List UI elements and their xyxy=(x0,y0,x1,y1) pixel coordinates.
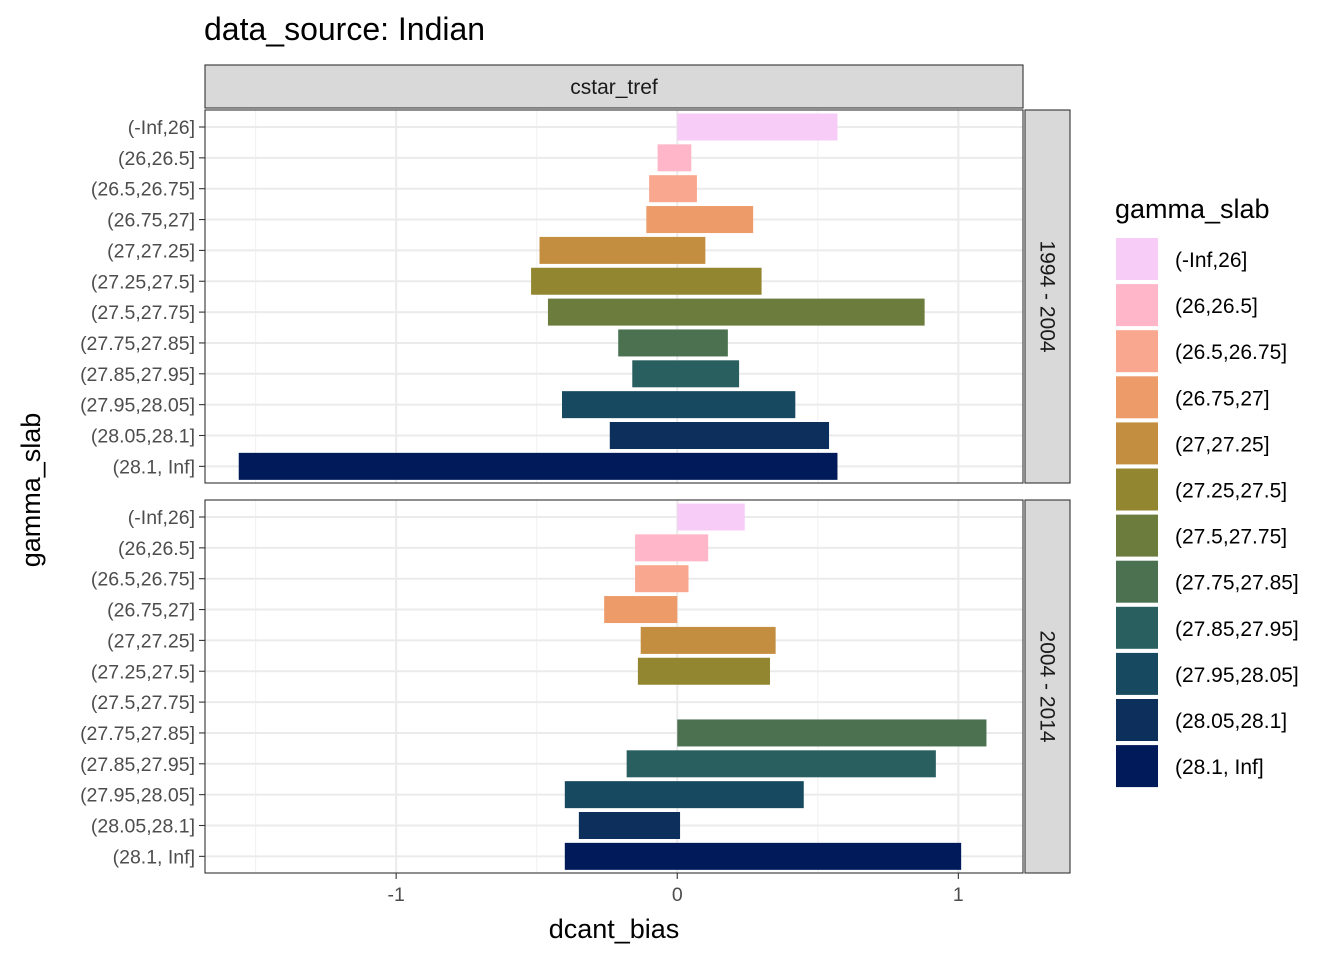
facet-panel: (-Inf,26] (26,26.5] (26.5,26.75] (26.75,27]… xyxy=(80,499,1071,874)
chart-title: data_source: Indian xyxy=(204,11,485,47)
bar xyxy=(618,329,728,357)
bar xyxy=(646,206,754,234)
bar xyxy=(657,144,692,172)
y-tick-label: (27.5,27.75] xyxy=(91,692,195,714)
legend-key xyxy=(1116,468,1158,511)
x-tick-label: 1 xyxy=(953,884,964,906)
y-tick-label: (27.75,27.85] xyxy=(80,723,195,745)
legend-key xyxy=(1116,560,1158,603)
facet-strip-right xyxy=(1024,109,1071,484)
bar xyxy=(539,236,706,264)
y-axis-title: gamma_slab xyxy=(16,413,46,568)
legend-key xyxy=(1116,238,1158,280)
legend-label: (28.05,28.1] xyxy=(1175,710,1287,733)
legend-label: (26.5,26.75] xyxy=(1175,341,1287,364)
panel-background xyxy=(205,110,1023,483)
y-tick-label: (28.1, Inf] xyxy=(113,456,195,478)
facet-panel: (-Inf,26] (26,26.5] (26.5,26.75] (26.75,27]… xyxy=(80,109,1071,484)
bar xyxy=(564,781,804,809)
facet-strip-top: cstar_tref xyxy=(204,64,1024,109)
y-tick-label: (26.75,27] xyxy=(107,210,195,232)
facet-column-label: cstar_tref xyxy=(570,76,658,99)
legend-key xyxy=(1116,376,1158,419)
facet-panels: (-Inf,26] (26,26.5] (26.5,26.75] (26.75,27]… xyxy=(80,109,1071,874)
facet-row-label: 2004 - 2014 xyxy=(1036,630,1059,742)
bar xyxy=(547,298,925,326)
legend: gamma_slab (-Inf,26] (26,26.5] (26.5,26.75… xyxy=(1115,194,1299,788)
y-tick-label: (26,26.5] xyxy=(118,148,195,170)
y-tick-label: (27,27.25] xyxy=(107,630,195,652)
legend-label: (27,27.25] xyxy=(1175,433,1270,456)
y-tick-label: (28.1, Inf] xyxy=(113,846,195,868)
x-axis-title: dcant_bias xyxy=(549,914,680,944)
legend-key xyxy=(1116,699,1158,741)
legend-key xyxy=(1116,330,1158,373)
y-tick-label: (27.5,27.75] xyxy=(91,302,195,324)
legend-label: (27.25,27.5] xyxy=(1175,480,1287,503)
y-tick-label: (26.5,26.75] xyxy=(91,179,195,201)
y-tick-label: (27.85,27.95] xyxy=(80,754,195,776)
bar xyxy=(609,422,830,449)
legend-label: (26.75,27] xyxy=(1175,387,1270,410)
bar xyxy=(635,565,689,593)
y-tick-label: (27.25,27.5] xyxy=(91,661,195,683)
y-tick-label: (-Inf,26] xyxy=(128,117,195,139)
bar xyxy=(677,113,838,141)
y-tick-label: (-Inf,26] xyxy=(128,507,195,529)
legend-key xyxy=(1116,745,1158,788)
y-tick-label: (27.95,28.05] xyxy=(80,395,195,417)
bar xyxy=(632,360,740,388)
legend-label: (-Inf,26] xyxy=(1175,249,1247,272)
y-tick-label: (26.5,26.75] xyxy=(91,569,195,591)
y-tick-label: (26,26.5] xyxy=(118,538,195,560)
facet-strip-right xyxy=(1024,499,1071,874)
y-tick-label: (27,27.25] xyxy=(107,240,195,262)
legend-key xyxy=(1116,284,1158,327)
facet-row-label: 1994 - 2004 xyxy=(1036,240,1059,352)
legend-key xyxy=(1116,514,1158,557)
bar xyxy=(531,267,762,295)
legend-label: (27.5,27.75] xyxy=(1175,526,1287,549)
bar xyxy=(677,503,745,531)
bar xyxy=(561,391,796,419)
legend-label: (27.85,27.95] xyxy=(1175,618,1299,641)
legend-key xyxy=(1116,652,1158,695)
legend-label: (27.95,28.05] xyxy=(1175,664,1299,687)
bar xyxy=(238,452,838,480)
y-tick-label: (27.85,27.95] xyxy=(80,364,195,386)
legend-label: (27.75,27.85] xyxy=(1175,572,1299,595)
y-tick-label: (27.95,28.05] xyxy=(80,785,195,807)
x-tick-label: -1 xyxy=(387,884,404,906)
bar xyxy=(564,842,962,870)
y-tick-label: (27.75,27.85] xyxy=(80,333,195,355)
panel-border xyxy=(204,109,1024,484)
y-tick-label: (28.05,28.1] xyxy=(91,816,195,838)
bar xyxy=(578,812,681,839)
bar xyxy=(649,175,697,203)
legend-label: (28.1, Inf] xyxy=(1175,756,1264,779)
x-axis: -1 0 1 xyxy=(387,873,964,906)
bar xyxy=(604,596,678,624)
bar xyxy=(626,750,936,778)
bar xyxy=(637,657,771,685)
legend-title: gamma_slab xyxy=(1115,194,1270,224)
bar xyxy=(640,626,776,654)
legend-key xyxy=(1116,422,1158,465)
y-tick-label: (27.25,27.5] xyxy=(91,271,195,293)
bar xyxy=(677,719,987,747)
x-tick-label: 0 xyxy=(672,884,683,906)
panel-border xyxy=(204,499,1024,874)
legend-key xyxy=(1116,606,1158,649)
y-tick-label: (28.05,28.1] xyxy=(91,426,195,448)
y-tick-label: (26.75,27] xyxy=(107,600,195,622)
bar xyxy=(635,534,709,562)
panel-background xyxy=(205,500,1023,873)
legend-label: (26,26.5] xyxy=(1175,295,1258,318)
